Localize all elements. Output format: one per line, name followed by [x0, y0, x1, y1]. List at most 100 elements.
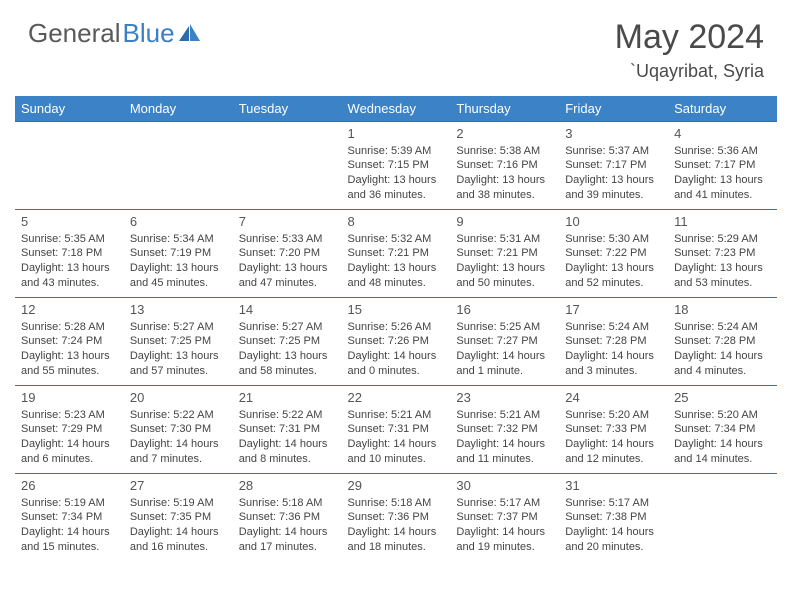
sunrise-line: Sunrise: 5:36 AM	[674, 144, 771, 159]
sunrise-line: Sunrise: 5:18 AM	[239, 496, 336, 511]
day-number: 23	[456, 389, 553, 407]
sunrise-line: Sunrise: 5:21 AM	[348, 408, 445, 423]
day-number: 8	[348, 213, 445, 231]
daylight-line: Daylight: 13 hours and 39 minutes.	[565, 173, 662, 203]
calendar-day-cell: 11Sunrise: 5:29 AMSunset: 7:23 PMDayligh…	[668, 210, 777, 298]
daylight-line: Daylight: 14 hours and 19 minutes.	[456, 525, 553, 555]
sunrise-line: Sunrise: 5:34 AM	[130, 232, 227, 247]
sunrise-line: Sunrise: 5:35 AM	[21, 232, 118, 247]
sunrise-line: Sunrise: 5:21 AM	[456, 408, 553, 423]
day-number: 19	[21, 389, 118, 407]
daylight-line: Daylight: 14 hours and 18 minutes.	[348, 525, 445, 555]
calendar-day-cell: 26Sunrise: 5:19 AMSunset: 7:34 PMDayligh…	[15, 474, 124, 562]
sunset-line: Sunset: 7:31 PM	[239, 422, 336, 437]
daylight-line: Daylight: 13 hours and 47 minutes.	[239, 261, 336, 291]
sunrise-line: Sunrise: 5:33 AM	[239, 232, 336, 247]
daylight-line: Daylight: 13 hours and 41 minutes.	[674, 173, 771, 203]
sunset-line: Sunset: 7:17 PM	[674, 158, 771, 173]
sunrise-line: Sunrise: 5:17 AM	[456, 496, 553, 511]
sunset-line: Sunset: 7:16 PM	[456, 158, 553, 173]
sunrise-line: Sunrise: 5:17 AM	[565, 496, 662, 511]
daylight-line: Daylight: 13 hours and 36 minutes.	[348, 173, 445, 203]
day-header: Friday	[559, 96, 668, 122]
sunset-line: Sunset: 7:19 PM	[130, 246, 227, 261]
daylight-line: Daylight: 13 hours and 43 minutes.	[21, 261, 118, 291]
day-number: 16	[456, 301, 553, 319]
sunset-line: Sunset: 7:17 PM	[565, 158, 662, 173]
logo: GeneralBlue	[28, 18, 201, 49]
daylight-line: Daylight: 13 hours and 38 minutes.	[456, 173, 553, 203]
day-number: 9	[456, 213, 553, 231]
day-number: 24	[565, 389, 662, 407]
day-number: 18	[674, 301, 771, 319]
day-number: 7	[239, 213, 336, 231]
calendar-day-cell: 8Sunrise: 5:32 AMSunset: 7:21 PMDaylight…	[342, 210, 451, 298]
location-label: `Uqayribat, Syria	[615, 61, 764, 82]
sunset-line: Sunset: 7:36 PM	[348, 510, 445, 525]
sunrise-line: Sunrise: 5:37 AM	[565, 144, 662, 159]
calendar-body: 1Sunrise: 5:39 AMSunset: 7:15 PMDaylight…	[15, 122, 777, 562]
sunrise-line: Sunrise: 5:25 AM	[456, 320, 553, 335]
calendar-day-cell: 27Sunrise: 5:19 AMSunset: 7:35 PMDayligh…	[124, 474, 233, 562]
calendar-week-row: 19Sunrise: 5:23 AMSunset: 7:29 PM Dayligh…	[15, 386, 777, 474]
sunrise-line: Sunrise: 5:27 AM	[239, 320, 336, 335]
calendar-day-cell	[124, 122, 233, 210]
calendar-day-cell: 29Sunrise: 5:18 AMSunset: 7:36 PMDayligh…	[342, 474, 451, 562]
sunset-line: Sunset: 7:30 PM	[130, 422, 227, 437]
calendar-day-cell: 13Sunrise: 5:27 AMSunset: 7:25 PMDayligh…	[124, 298, 233, 386]
logo-sail-icon	[179, 18, 201, 49]
day-number: 10	[565, 213, 662, 231]
daylight-line: Daylight: 14 hours and 1 minute.	[456, 349, 553, 379]
day-number: 21	[239, 389, 336, 407]
day-number: 26	[21, 477, 118, 495]
sunrise-line: Sunrise: 5:23 AM	[21, 408, 118, 423]
sunrise-line: Sunrise: 5:24 AM	[565, 320, 662, 335]
sunset-line: Sunset: 7:27 PM	[456, 334, 553, 349]
sunset-line: Sunset: 7:26 PM	[348, 334, 445, 349]
daylight-line: Daylight: 14 hours and 16 minutes.	[130, 525, 227, 555]
daylight-line: Daylight: 14 hours and 10 minutes.	[348, 437, 445, 467]
sunrise-line: Sunrise: 5:19 AM	[21, 496, 118, 511]
sunset-line: Sunset: 7:20 PM	[239, 246, 336, 261]
month-title: May 2024	[615, 18, 764, 57]
day-number: 13	[130, 301, 227, 319]
calendar-day-cell: 23Sunrise: 5:21 AMSunset: 7:32 PMDayligh…	[450, 386, 559, 474]
sunset-line: Sunset: 7:28 PM	[565, 334, 662, 349]
sunrise-line: Sunrise: 5:32 AM	[348, 232, 445, 247]
sunset-line: Sunset: 7:25 PM	[239, 334, 336, 349]
calendar-week-row: 1Sunrise: 5:39 AMSunset: 7:15 PMDaylight…	[15, 122, 777, 210]
sunset-line: Sunset: 7:38 PM	[565, 510, 662, 525]
calendar-day-cell: 22Sunrise: 5:21 AMSunset: 7:31 PMDayligh…	[342, 386, 451, 474]
day-header: Thursday	[450, 96, 559, 122]
daylight-line: Daylight: 14 hours and 14 minutes.	[674, 437, 771, 467]
sunrise-line: Sunrise: 5:39 AM	[348, 144, 445, 159]
day-header: Tuesday	[233, 96, 342, 122]
calendar-day-cell	[15, 122, 124, 210]
day-number: 14	[239, 301, 336, 319]
day-number: 15	[348, 301, 445, 319]
calendar-day-cell: 30Sunrise: 5:17 AMSunset: 7:37 PMDayligh…	[450, 474, 559, 562]
sunset-line: Sunset: 7:29 PM	[21, 422, 118, 437]
day-header-row: Sunday Monday Tuesday Wednesday Thursday…	[15, 96, 777, 122]
sunset-line: Sunset: 7:36 PM	[239, 510, 336, 525]
sunrise-line: Sunrise: 5:26 AM	[348, 320, 445, 335]
daylight-line: Daylight: 14 hours and 7 minutes.	[130, 437, 227, 467]
calendar-day-cell: 19Sunrise: 5:23 AMSunset: 7:29 PMDayligh…	[15, 386, 124, 474]
sunset-line: Sunset: 7:24 PM	[21, 334, 118, 349]
calendar-day-cell: 25Sunrise: 5:20 AMSunset: 7:34 PMDayligh…	[668, 386, 777, 474]
day-header: Wednesday	[342, 96, 451, 122]
day-number: 12	[21, 301, 118, 319]
sunset-line: Sunset: 7:21 PM	[456, 246, 553, 261]
sunset-line: Sunset: 7:21 PM	[348, 246, 445, 261]
sunrise-line: Sunrise: 5:30 AM	[565, 232, 662, 247]
daylight-line: Daylight: 14 hours and 4 minutes.	[674, 349, 771, 379]
day-header: Sunday	[15, 96, 124, 122]
sunset-line: Sunset: 7:35 PM	[130, 510, 227, 525]
sunset-line: Sunset: 7:32 PM	[456, 422, 553, 437]
day-header: Saturday	[668, 96, 777, 122]
day-number: 6	[130, 213, 227, 231]
sunrise-line: Sunrise: 5:19 AM	[130, 496, 227, 511]
day-number: 1	[348, 125, 445, 143]
calendar-day-cell: 15Sunrise: 5:26 AMSunset: 7:26 PMDayligh…	[342, 298, 451, 386]
sunset-line: Sunset: 7:23 PM	[674, 246, 771, 261]
